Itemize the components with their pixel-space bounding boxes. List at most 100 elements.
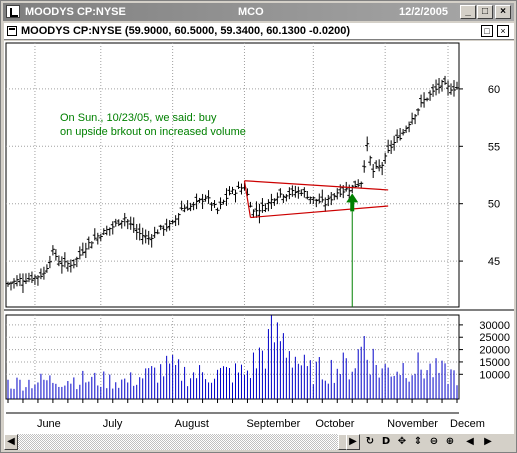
price-bar (8, 281, 13, 291)
zoom-out-icon[interactable]: ⊖ (429, 436, 439, 447)
price-bar (401, 128, 406, 136)
volume-tick-label: 10000 (479, 369, 510, 381)
price-bar (302, 187, 307, 198)
price-bar (296, 186, 301, 199)
price-bar (311, 196, 316, 205)
x-tick-label: July (103, 418, 123, 430)
price-bar (200, 193, 205, 209)
chart-menu-icon[interactable] (7, 26, 17, 36)
price-bar (209, 202, 214, 212)
scroll-left-button[interactable]: ◀ (4, 434, 18, 450)
pane-close-button[interactable]: × (497, 25, 509, 37)
triangle-lower-trendline (250, 205, 389, 219)
minimize-button[interactable]: _ (460, 5, 476, 19)
price-bar (446, 80, 451, 96)
price-bar (53, 249, 58, 261)
price-bar (14, 275, 19, 287)
price-bar (29, 271, 34, 283)
zoom-in-icon[interactable]: ⊕ (445, 436, 455, 447)
price-bar (92, 228, 97, 241)
price-tick-label: 60 (488, 84, 500, 96)
triangle-upper-trendline (244, 180, 389, 191)
price-bar (428, 90, 433, 101)
price-bar (404, 125, 409, 133)
vertical-scale-icon[interactable]: ⇕ (413, 436, 423, 447)
triangle-left-edge (243, 180, 252, 218)
price-bar (317, 193, 322, 204)
price-bar (35, 275, 40, 286)
window-title-name: MOODYS CP:NYSE (25, 6, 126, 18)
page-left-icon[interactable]: ◀ (466, 436, 474, 447)
price-bar (98, 233, 103, 242)
price-bar (23, 273, 28, 285)
price-bar (185, 200, 190, 211)
price-bar (368, 155, 373, 166)
price-bar (11, 278, 16, 289)
price-bar (95, 232, 100, 245)
price-bar (452, 80, 457, 97)
price-bar (281, 194, 286, 204)
refresh-icon[interactable]: ↻ (365, 436, 375, 447)
price-bar (284, 194, 289, 202)
price-bar (449, 83, 454, 95)
pane-restore-button[interactable]: □ (481, 25, 493, 37)
price-bar (257, 203, 262, 224)
price-bar (335, 188, 340, 200)
price-bar (227, 186, 232, 196)
price-bar (221, 199, 226, 205)
price-bar (149, 234, 154, 248)
chart-header: MOODYS CP:NYSE (59.9000, 60.5000, 59.340… (4, 23, 514, 40)
window-title-symbol: MCO (238, 6, 264, 18)
time-scrollbar[interactable]: ◀ ▶ ↻ D ✥ ⇕ ⊖ ⊕ ◀ ▶ (4, 434, 514, 450)
price-bar (194, 193, 199, 210)
page-right-icon[interactable]: ▶ (484, 436, 492, 447)
price-tick-label: 45 (488, 256, 500, 268)
close-button[interactable]: × (495, 5, 511, 19)
window-title-date: 12/2/2005 (399, 6, 448, 18)
price-bar (74, 256, 79, 268)
period-daily-button[interactable]: D (381, 436, 391, 447)
chart-area[interactable]: 45 50 55 60 10000 15000 20000 25000 30000 On Su… (4, 41, 514, 434)
price-bar (233, 189, 238, 203)
title-bar: MOODYS CP:NYSE MCO 12/2/2005 _ □ × (3, 3, 514, 21)
scroll-right-button[interactable]: ▶ (346, 434, 360, 450)
price-bar (197, 197, 202, 204)
price-bar (365, 136, 370, 152)
price-bar (236, 181, 241, 189)
price-bar (314, 198, 319, 208)
maximize-button[interactable]: □ (477, 5, 493, 19)
price-bar (383, 152, 388, 164)
price-bar (50, 245, 55, 256)
price-bar (323, 197, 328, 212)
price-bar (182, 204, 187, 213)
price-bar (356, 179, 361, 188)
price-bar (179, 200, 184, 211)
price-bar (203, 194, 208, 202)
price-bar (398, 127, 403, 141)
annotation-line-2: on upside brkout on increased volume (60, 126, 246, 138)
price-bar (41, 266, 46, 280)
price-bar (188, 202, 193, 212)
price-bar (266, 199, 271, 212)
price-bar (263, 203, 268, 213)
pan-icon[interactable]: ✥ (397, 436, 407, 447)
price-bar (113, 218, 118, 227)
price-bar (431, 84, 436, 97)
price-bar (59, 256, 64, 274)
price-bar (377, 159, 382, 172)
scroll-track[interactable] (18, 434, 350, 450)
price-bar (68, 259, 73, 273)
price-bar (17, 273, 22, 287)
price-bar (329, 192, 334, 206)
app-icon (6, 5, 20, 18)
price-bar (260, 198, 265, 213)
price-bar (83, 242, 88, 259)
price-bar (407, 121, 412, 133)
x-tick-label: Decem (450, 418, 485, 430)
price-bar (44, 264, 49, 273)
price-bar (134, 223, 139, 240)
price-bar (434, 79, 439, 96)
price-bar (290, 185, 295, 197)
